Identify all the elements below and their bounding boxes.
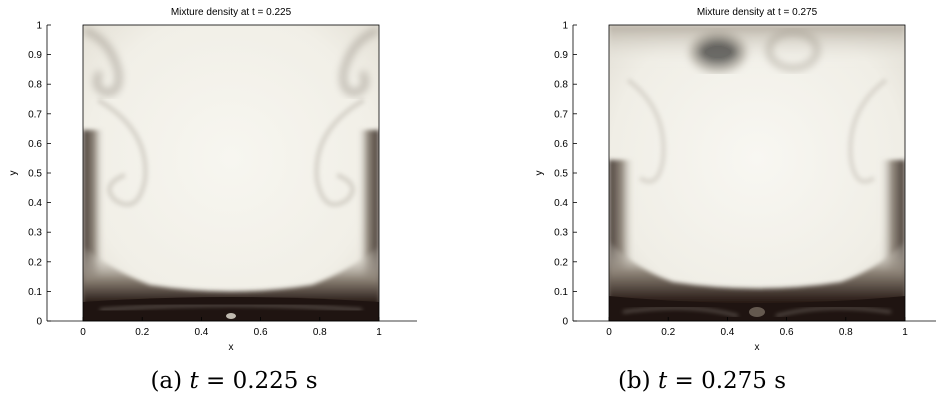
y-tick-label: 0.7	[554, 109, 568, 120]
y-tick-label: 0.5	[554, 169, 568, 180]
y-tick-label: 0.8	[28, 80, 42, 91]
x-tick-label: 0.2	[135, 327, 149, 338]
caption-value: = 0.225 s	[206, 368, 318, 394]
caption-label: (b)	[617, 368, 651, 394]
caption-label: (a)	[150, 368, 183, 394]
caption-value: = 0.275 s	[674, 368, 787, 394]
density-plot-a: Mixture density at t = 0.225	[8, 7, 417, 353]
y-axis-label: y	[534, 171, 545, 176]
figure-caption: (b) t = 0.275 s	[468, 366, 936, 396]
y-tick-label: 0.1	[554, 287, 568, 298]
y-tick-label: 0.4	[28, 198, 42, 209]
x-tick-label: 0.6	[780, 327, 794, 338]
plot-title: Mixture density at t = 0.225	[171, 7, 292, 18]
y-tick-label: 1	[36, 21, 42, 32]
y-tick-label: 0.6	[28, 139, 42, 150]
x-tick-label: 0.6	[254, 327, 268, 338]
figure-caption: (a) t = 0.225 s	[0, 366, 468, 396]
caption-variable: t	[189, 368, 199, 394]
y-tick-label: 0.6	[554, 139, 568, 150]
y-tick-label: 0.8	[554, 80, 568, 91]
x-axis-label: x	[755, 342, 760, 353]
plot-title: Mixture density at t = 0.275	[697, 7, 818, 18]
y-tick-label: 0.2	[28, 257, 42, 268]
y-axis-label: y	[8, 171, 19, 176]
y-tick-label: 0	[36, 317, 42, 328]
density-field	[609, 25, 905, 321]
y-tick-label: 0.9	[28, 50, 42, 61]
density-plot-b: Mixture density at t = 0.275	[534, 7, 936, 353]
x-axis-label: x	[229, 342, 234, 353]
x-tick-label: 1	[902, 327, 908, 338]
y-tick-label: 0.1	[28, 287, 42, 298]
y-tick-label: 0.5	[28, 169, 42, 180]
y-tick-label: 1	[562, 21, 568, 32]
caption-variable: t	[657, 368, 668, 394]
x-tick-label: 0	[80, 327, 86, 338]
y-tick-label: 0.4	[554, 198, 568, 209]
x-tick-label: 0.2	[661, 327, 675, 338]
y-tick-label: 0.7	[28, 109, 42, 120]
y-tick-label: 0	[562, 317, 568, 328]
figure-panel-a: Mixture density at t = 0.225	[0, 7, 468, 396]
x-tick-label: 0.4	[720, 327, 734, 338]
y-tick-label: 0.3	[554, 228, 568, 239]
x-tick-label: 1	[376, 327, 382, 338]
x-tick-label: 0.4	[194, 327, 208, 338]
y-tick-label: 0.9	[554, 50, 568, 61]
density-field	[83, 25, 379, 321]
y-tick-label: 0.3	[28, 228, 42, 239]
x-tick-label: 0.8	[839, 327, 853, 338]
x-tick-label: 0.8	[313, 327, 327, 338]
figure-panel-b: Mixture density at t = 0.275	[468, 0, 936, 414]
x-tick-label: 0	[606, 327, 612, 338]
y-tick-label: 0.2	[554, 257, 568, 268]
